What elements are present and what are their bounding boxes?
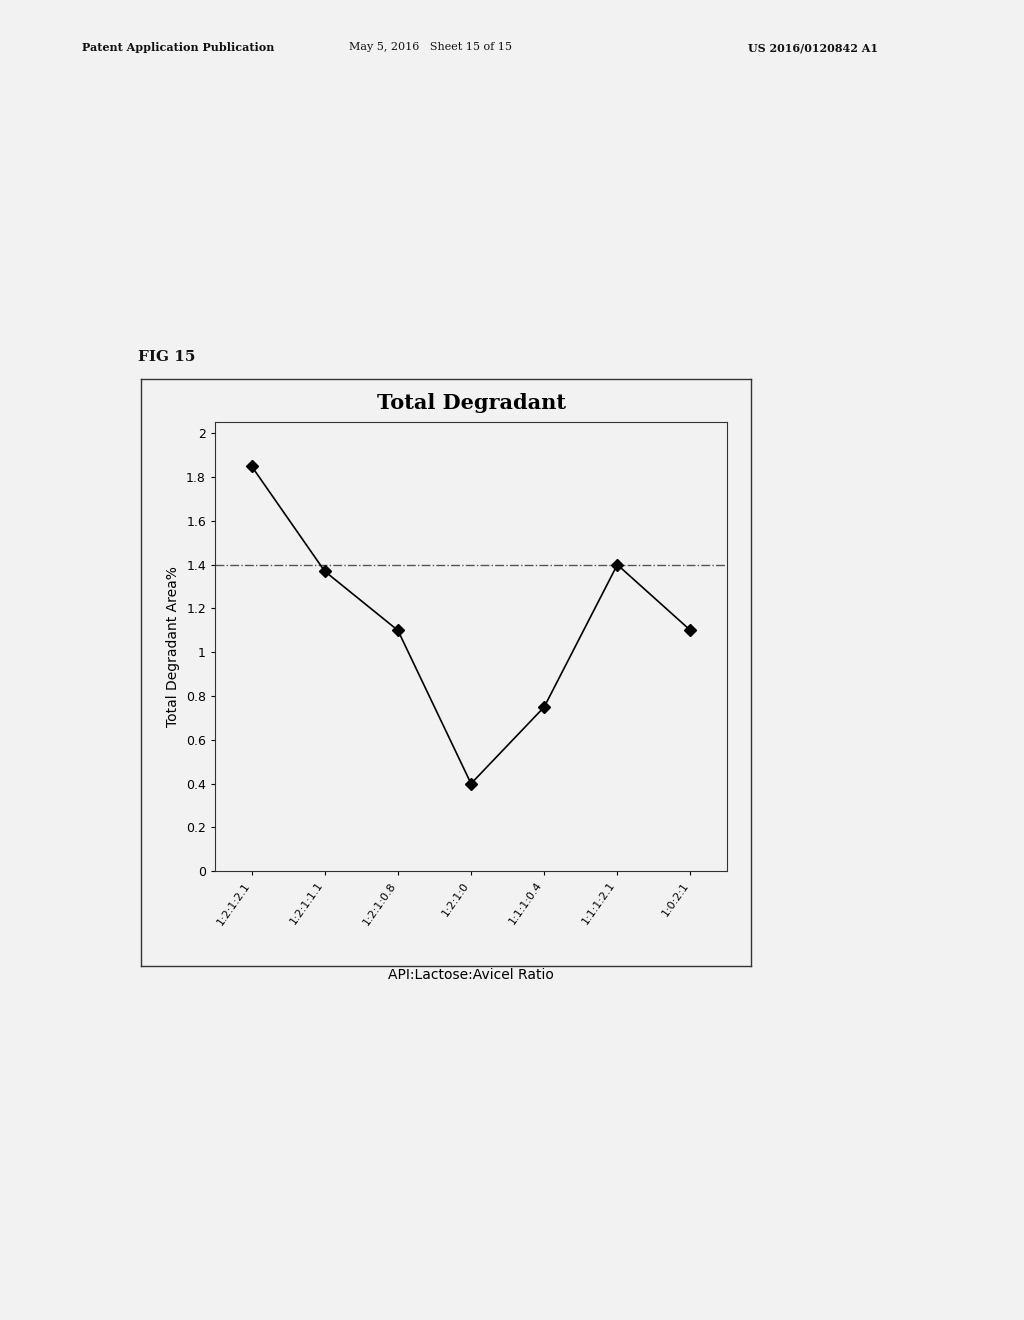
X-axis label: API:Lactose:Avicel Ratio: API:Lactose:Avicel Ratio [388, 969, 554, 982]
Title: Total Degradant: Total Degradant [377, 392, 565, 413]
Text: Patent Application Publication: Patent Application Publication [82, 42, 274, 53]
Y-axis label: Total Degradant Area%: Total Degradant Area% [167, 566, 180, 727]
Text: FIG 15: FIG 15 [138, 350, 196, 364]
Text: May 5, 2016   Sheet 15 of 15: May 5, 2016 Sheet 15 of 15 [348, 42, 512, 53]
Text: US 2016/0120842 A1: US 2016/0120842 A1 [748, 42, 878, 53]
